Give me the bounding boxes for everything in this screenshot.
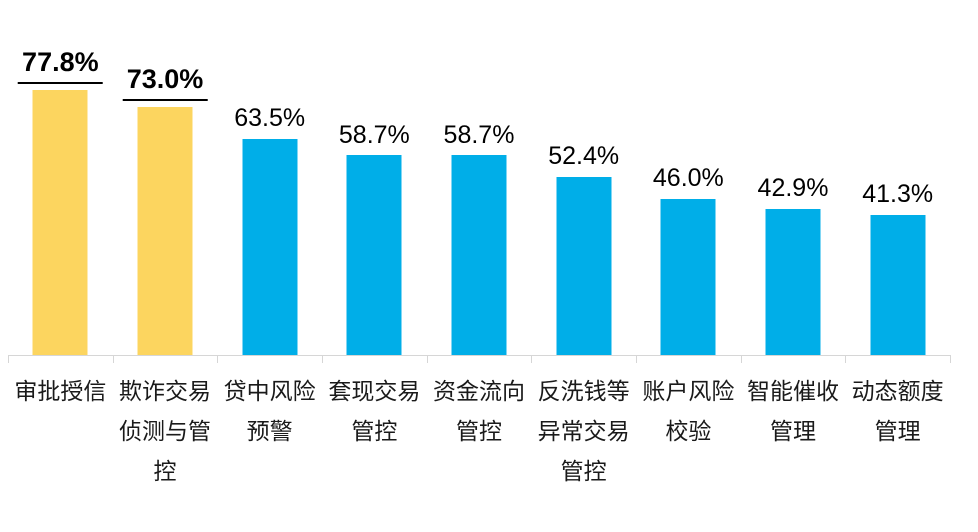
underlined-value-text: 73.0%	[122, 64, 208, 101]
category-label: 资金流向 管控	[427, 371, 532, 451]
bar-highlighted	[137, 106, 193, 355]
bar	[556, 176, 612, 355]
category-label-line: 管理	[874, 418, 921, 444]
axis-tick	[8, 355, 9, 363]
axis-tick	[531, 355, 533, 363]
category-label-line: 贷中风险	[223, 378, 316, 404]
category-label-line: 侦测与管	[118, 418, 211, 444]
category-label-line: 校验	[665, 418, 712, 444]
category-label: 反洗钱等异常交易管控	[531, 371, 636, 491]
axis-tick	[636, 355, 637, 363]
category-label: 贷中风险 预警	[217, 371, 322, 451]
axis-tick	[322, 355, 323, 363]
category-label: 欺诈交易 侦测与管控	[113, 371, 218, 491]
category-label-line: 管控	[351, 418, 398, 444]
value-label: 42.9%	[757, 174, 829, 203]
category-slot: 52.4% 反洗钱等异常交易管控	[531, 0, 636, 532]
category-label: 账户风险 校验	[636, 371, 741, 451]
category-label-line: 预警	[246, 418, 293, 444]
value-label: 41.3%	[862, 179, 934, 208]
bar	[660, 198, 716, 355]
category-label-line: 套现交易	[328, 378, 421, 404]
axis-tick	[740, 355, 742, 363]
bar	[451, 155, 507, 355]
category-slot: 41.3% 动态额度管理	[845, 0, 950, 532]
category-label-line: 控	[153, 458, 177, 484]
value-label: 77.8%	[18, 47, 103, 85]
bar-highlighted	[32, 90, 88, 355]
category-slot: 63.5% 贷中风险预警	[217, 0, 322, 532]
value-label: 52.4%	[548, 142, 620, 171]
category-label-line: 反洗钱等	[537, 378, 630, 404]
category-label-line: 管理	[769, 418, 816, 444]
value-label: 73.0%	[122, 64, 208, 101]
category-label: 动态额度 管理	[845, 371, 950, 451]
bar	[346, 155, 402, 355]
bar	[242, 139, 298, 355]
bar	[765, 209, 821, 355]
category-label-line: 账户风险	[642, 378, 735, 404]
value-label: 63.5%	[234, 104, 306, 133]
category-label-line: 审批授信	[14, 378, 107, 404]
category-label: 智能催收 管理	[741, 371, 846, 451]
axis-tick	[845, 355, 847, 363]
x-axis-line	[8, 355, 950, 356]
category-label-line: 管控	[560, 458, 607, 484]
axis-tick	[112, 355, 114, 363]
axis-tick	[426, 355, 428, 363]
category-label: 套现交易 管控	[322, 371, 427, 451]
category-slot: 58.7% 资金流向管控	[427, 0, 532, 532]
category-slot: 77.8% 审批授信	[8, 0, 113, 532]
value-label: 46.0%	[652, 163, 724, 192]
axis-tick	[217, 355, 219, 363]
bar	[870, 214, 926, 355]
category-slot: 42.9% 智能催收管理	[741, 0, 846, 532]
category-label: 审批授信	[8, 371, 113, 411]
category-label-line: 资金流向	[432, 378, 525, 404]
category-label-line: 智能催收	[746, 378, 839, 404]
category-label-line: 异常交易	[537, 418, 630, 444]
value-label: 58.7%	[443, 120, 515, 149]
category-label-line: 欺诈交易	[118, 378, 211, 404]
category-label-line: 动态额度	[851, 378, 944, 404]
value-label: 58.7%	[338, 120, 410, 149]
category-slot: 46.0% 账户风险校验	[636, 0, 741, 532]
category-slot: 73.0% 欺诈交易侦测与管控	[113, 0, 218, 532]
category-slot: 58.7% 套现交易管控	[322, 0, 427, 532]
underlined-value-text: 77.8%	[18, 47, 103, 85]
category-label-line: 管控	[455, 418, 502, 444]
axis-tick	[950, 355, 951, 363]
